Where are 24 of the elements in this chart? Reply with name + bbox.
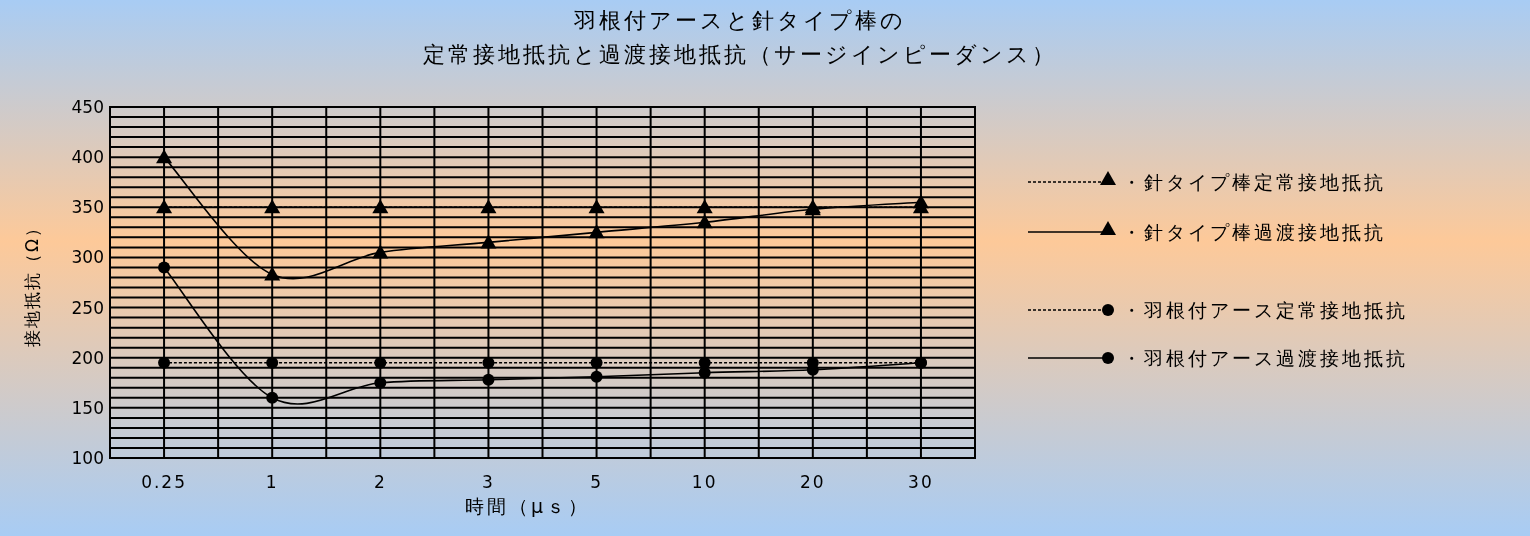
x-tick-label: 20: [799, 472, 826, 492]
y-tick-label: 100: [71, 448, 104, 468]
x-axis-title: 時間（μｓ）: [464, 495, 591, 517]
x-tick-label: 0.25: [141, 472, 187, 492]
legend-label: ・針タイプ棒過渡接地抵抗: [1122, 221, 1386, 243]
x-tick-label: 2: [373, 472, 387, 492]
y-tick-label: 150: [71, 397, 104, 418]
y-tick-label: 350: [71, 197, 104, 218]
legend-label: ・羽根付アース定常接地抵抗: [1122, 299, 1408, 321]
legend-label: ・羽根付アース過渡接地抵抗: [1122, 347, 1408, 369]
y-tick-label: 200: [71, 347, 104, 368]
chart-title: 羽根付アースと針タイプ棒の: [573, 8, 906, 33]
y-tick-label: 300: [71, 247, 104, 268]
x-tick-label: 5: [590, 472, 603, 492]
chart-subtitle: 定常接地抵抗と過渡接地抵抗（サージインピーダンス）: [423, 42, 1057, 67]
y-axis-title: 接地抵抗（Ω）: [22, 218, 42, 347]
x-tick-label: 30: [908, 472, 934, 492]
y-tick-label: 400: [71, 147, 104, 168]
x-tick-label: 3: [482, 472, 495, 492]
x-tick-label: 10: [691, 472, 718, 492]
y-tick-label: 250: [71, 297, 104, 318]
legend-label: ・針タイプ棒定常接地抵抗: [1122, 171, 1386, 193]
x-tick-label: 1: [265, 472, 279, 492]
y-tick-label: 450: [71, 97, 104, 117]
